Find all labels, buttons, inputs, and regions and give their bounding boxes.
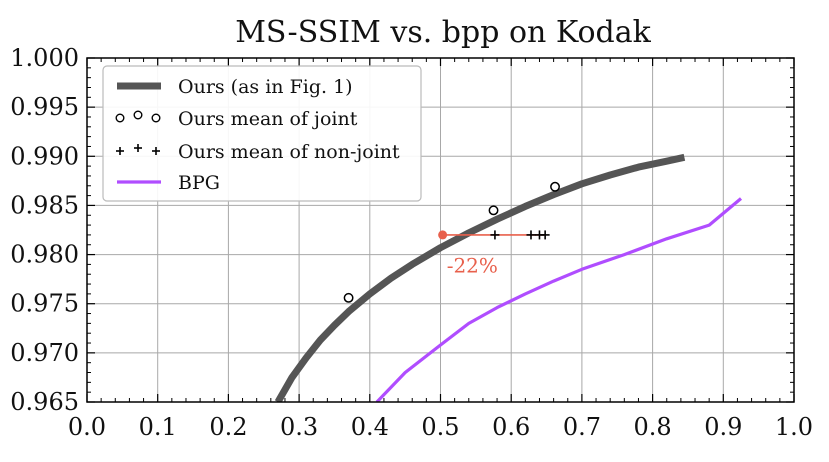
joint-point [343,292,354,303]
legend-label-1: Ours mean of joint [178,108,358,130]
non-joint-point [490,230,500,240]
x-tick-label: 0.4 [351,413,389,441]
annotation-arrowhead [438,230,448,240]
legend-label-0: Ours (as in Fig. 1) [178,76,353,98]
x-tick-label: 0.7 [563,413,601,441]
y-tick-label: 0.970 [10,339,79,367]
non-joint-point [526,230,536,240]
legend-swatch-circle [151,113,161,123]
legend-swatch-circle [133,110,143,120]
series-line-0 [274,153,686,402]
legend-label-2: Ours mean of non-joint [178,141,400,163]
chart-title: MS-SSIM vs. bpp on Kodak [235,15,651,50]
plot-area: -22% [274,153,743,402]
y-tick-label: 0.985 [10,191,79,219]
x-tick-label: 0.6 [492,413,530,441]
x-tick-label: 0.2 [209,413,247,441]
annotation-label: -22% [447,253,498,277]
legend-entry-1: Ours mean of joint [115,108,358,130]
y-tick-label: 0.995 [10,93,79,121]
x-tick-label: 0.8 [634,413,672,441]
legend-swatch-circle [115,113,125,123]
joint-point [488,205,499,216]
legend-box [102,65,422,202]
x-tick-label: 1.0 [775,413,813,441]
legend: Ours (as in Fig. 1) Ours mean of joint Our… [102,65,422,202]
y-tick-label: 0.975 [10,290,79,318]
y-tick-label: 1.000 [10,44,79,72]
series-line-3 [375,197,743,402]
y-tick-label: 0.965 [10,388,79,416]
legend-entry-2: Ours mean of non-joint [116,141,400,163]
legend-label-3: BPG [178,172,220,194]
y-tick-label: 0.990 [10,142,79,170]
legend-entry-3: BPG [117,172,220,194]
axes: 0.0 0.1 0.2 0.3 0.4 0.5 0.6 0.7 0.8 0.9 1.0 0.965 0.… [10,44,813,441]
legend-swatch-plus [134,144,142,152]
y-tick-label: 0.980 [10,241,79,269]
non-joint-point [540,230,550,240]
x-tick-label: 0.0 [68,413,106,441]
legend-swatch-plus [152,147,160,155]
x-tick-label: 0.5 [421,413,459,441]
legend-entry-0: Ours (as in Fig. 1) [117,76,353,98]
x-tick-label: 0.3 [280,413,318,441]
x-tick-label: 0.9 [704,413,742,441]
plot-frame [86,57,795,403]
joint-point [550,181,560,192]
x-tick-label: 0.1 [139,413,177,441]
legend-swatch-plus [116,147,124,155]
